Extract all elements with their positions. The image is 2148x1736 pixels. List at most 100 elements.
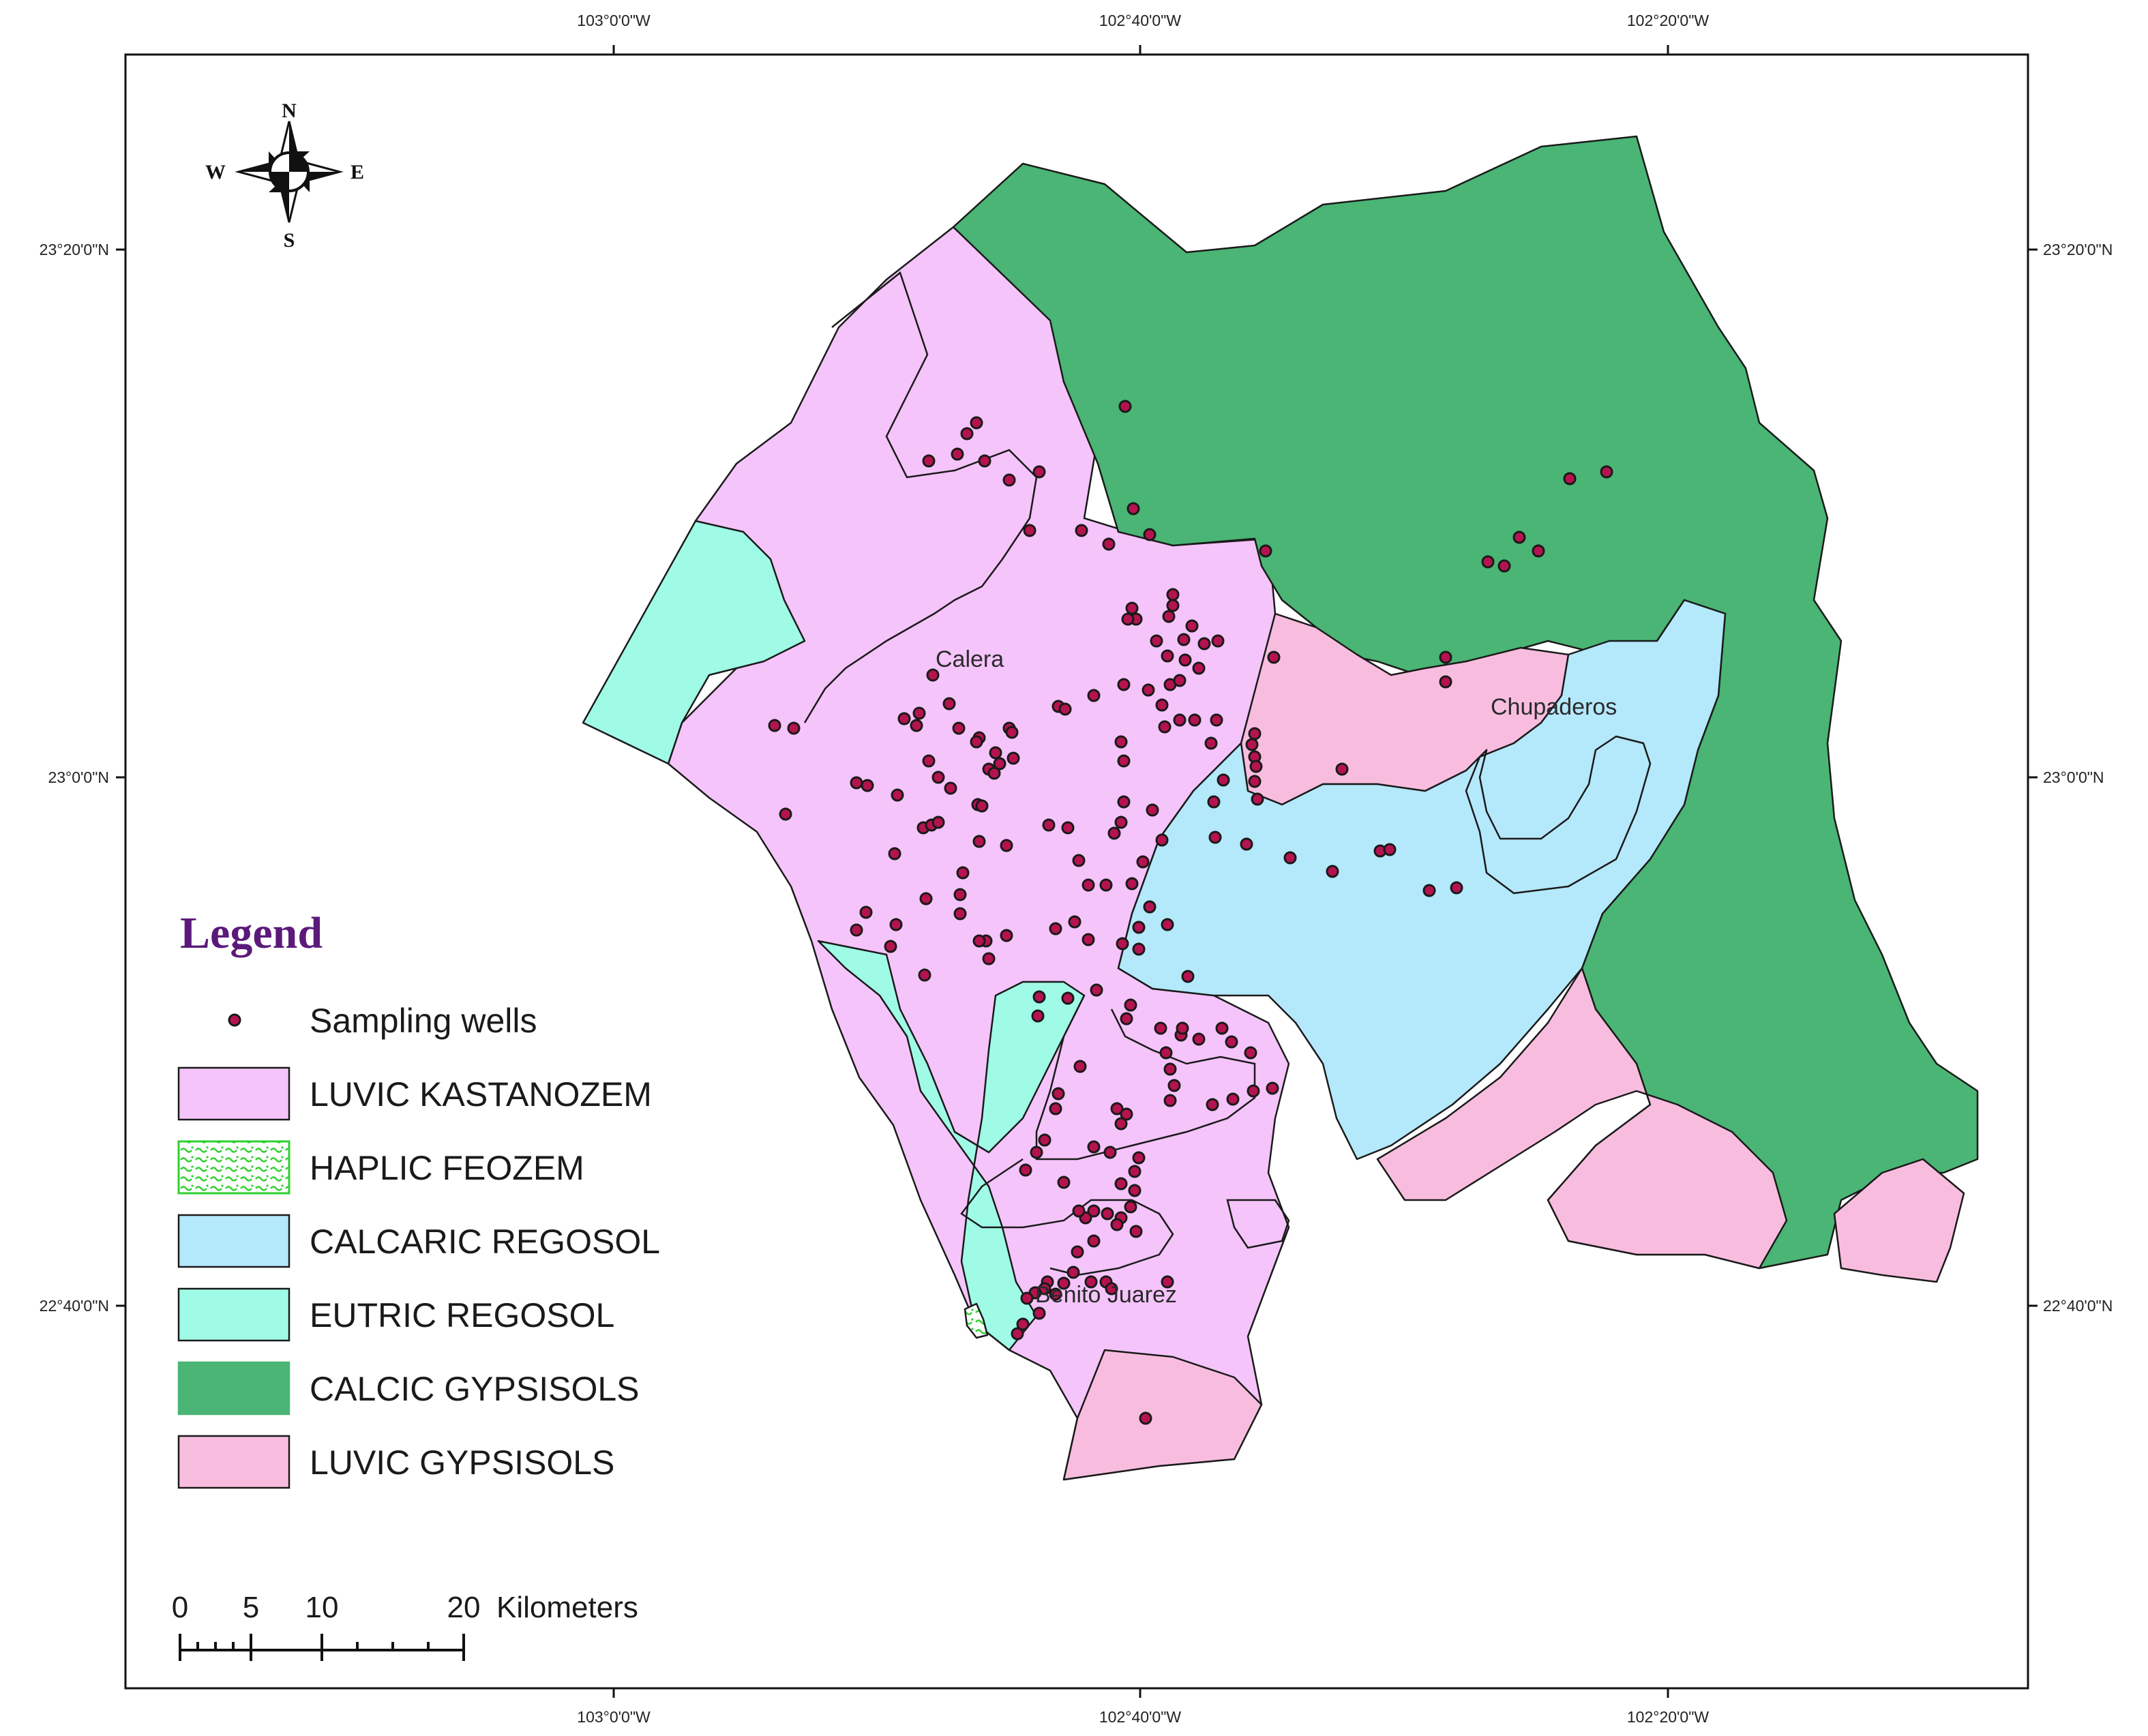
- sampling-well: [1032, 1306, 1046, 1320]
- sampling-well: [1051, 1087, 1065, 1101]
- sampling-well: [1058, 702, 1072, 716]
- scale-bar-line: [179, 1634, 465, 1661]
- lon-label-bottom-3: 102°20'0"W: [1627, 1708, 1710, 1726]
- sampling-well: [1075, 524, 1088, 537]
- sampling-well: [1038, 1133, 1051, 1147]
- zone-luvic-gypsisols-east: [1833, 1158, 1965, 1283]
- zone-calcaric-regosol: [1117, 599, 1727, 1161]
- sampling-well: [861, 779, 874, 792]
- sampling-well: [1049, 922, 1062, 936]
- sampling-well: [1121, 612, 1135, 626]
- compass-west: W: [205, 161, 226, 183]
- sampling-well: [1132, 942, 1146, 956]
- sampling-well: [1125, 877, 1139, 891]
- sampling-well: [1161, 649, 1174, 663]
- scale-tick-label-10: 10: [305, 1591, 339, 1624]
- sampling-well: [1132, 921, 1146, 934]
- sampling-well: [1142, 683, 1155, 697]
- sampling-well: [1132, 1151, 1146, 1165]
- sampling-well: [1185, 619, 1199, 633]
- sampling-well: [1107, 826, 1121, 840]
- sampling-well: [850, 923, 863, 937]
- sampling-well: [970, 416, 983, 430]
- sampling-well: [1071, 1245, 1084, 1259]
- sampling-well: [1127, 502, 1140, 515]
- sampling-well: [1049, 1287, 1062, 1301]
- sampling-well: [1512, 530, 1526, 544]
- sampling-well: [922, 454, 936, 468]
- legend-swatch-calcaric-regosol: [177, 1214, 290, 1268]
- lon-label-bottom-1: 103°0'0"W: [577, 1708, 651, 1726]
- sampling-well: [1248, 775, 1262, 788]
- sampling-well: [1173, 674, 1187, 687]
- sampling-well: [1136, 855, 1150, 869]
- sampling-well: [1011, 1327, 1024, 1341]
- lat-label-left-3: 22°40'0"N: [40, 1297, 109, 1315]
- sampling-well: [1207, 795, 1221, 809]
- lon-label-top-1: 103°0'0"W: [577, 12, 651, 29]
- sampling-well: [1005, 725, 1019, 739]
- lat-label-left-1: 23°20'0"N: [40, 241, 109, 258]
- sampling-well: [1155, 698, 1169, 712]
- sampling-well: [1087, 1140, 1101, 1154]
- sampling-well: [850, 776, 863, 790]
- sampling-well: [1225, 1035, 1238, 1049]
- sampling-well: [1032, 990, 1046, 1004]
- sampling-well: [768, 719, 781, 732]
- sampling-well: [1247, 1084, 1260, 1098]
- sampling-well: [1114, 1177, 1128, 1191]
- sampling-well: [1023, 524, 1036, 537]
- sampling-well: [1020, 1291, 1034, 1305]
- sampling-well: [972, 934, 986, 948]
- sampling-well: [1101, 1207, 1114, 1221]
- legend: Legend Sampling wells LUVIC KASTANOZEM H…: [177, 908, 660, 1489]
- sampling-well: [1226, 1092, 1240, 1106]
- sampling-well: [922, 754, 936, 768]
- legend-item-luvic-kastanozem: LUVIC KASTANOZEM: [177, 1066, 652, 1121]
- legend-item-calcic-gypsisols: CALCIC GYPSISOLS: [177, 1361, 640, 1416]
- scale-unit-label: Kilometers: [496, 1591, 638, 1624]
- sampling-well: [1032, 465, 1046, 479]
- sampling-well: [1600, 465, 1613, 479]
- sampling-well: [1211, 634, 1225, 648]
- sampling-well: [1125, 601, 1139, 615]
- sampling-well: [1066, 1266, 1080, 1279]
- sampling-well: [1129, 1225, 1143, 1238]
- sampling-well: [1073, 1060, 1087, 1073]
- sampling-well: [1173, 713, 1187, 727]
- lat-label-right-1: 23°20'0"N: [2043, 241, 2113, 258]
- sampling-well: [1102, 537, 1116, 551]
- sampling-well: [1259, 544, 1272, 558]
- sampling-well: [1087, 1204, 1101, 1218]
- sampling-well: [944, 781, 957, 795]
- sampling-well: [1118, 400, 1132, 413]
- sampling-well: [1158, 720, 1172, 734]
- sampling-well: [1114, 815, 1128, 829]
- sampling-well: [1383, 843, 1397, 856]
- zone-haplic-feozem: [964, 1302, 989, 1339]
- sampling-well: [1167, 1079, 1181, 1092]
- sampling-well: [1244, 1046, 1257, 1060]
- sampling-well: [1143, 528, 1157, 541]
- legend-label-haplic-feozem: HAPLIC FEOZEM: [310, 1149, 584, 1187]
- lat-label-right-3: 22°40'0"N: [2043, 1297, 2113, 1315]
- sampling-well: [978, 454, 991, 468]
- sampling-well: [952, 721, 966, 735]
- sampling-well: [1154, 1021, 1167, 1035]
- sampling-well: [1124, 1200, 1137, 1214]
- sampling-well: [779, 807, 792, 821]
- sampling-well: [1116, 937, 1129, 951]
- sampling-well: [960, 427, 974, 440]
- place-label-calera: Calera: [936, 646, 1004, 672]
- sampling-well: [1481, 555, 1495, 569]
- sampling-well: [1117, 795, 1131, 809]
- sampling-well: [1105, 1282, 1118, 1296]
- sampling-well: [1042, 818, 1056, 832]
- sampling-well: [1072, 1204, 1086, 1218]
- sampling-well: [1177, 633, 1191, 646]
- sampling-well: [1068, 915, 1082, 929]
- sampling-wells-layer: [768, 400, 1613, 1425]
- sampling-well: [1090, 983, 1103, 997]
- sampling-well: [1000, 839, 1013, 852]
